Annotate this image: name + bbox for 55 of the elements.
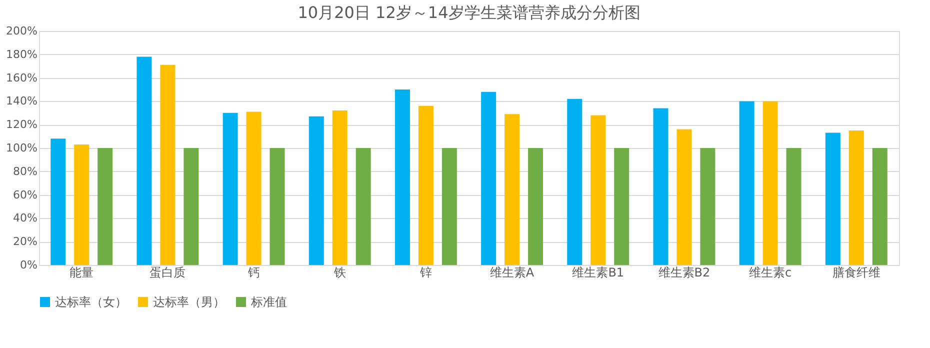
bar [222,112,238,265]
bar [504,114,520,265]
x-tick-label: 维生素B1 [572,266,624,280]
y-tick-label: 120% [6,118,38,132]
bar [872,148,888,265]
legend-label: 达标率（女） [55,295,127,309]
bar [614,148,630,265]
x-tick-label: 维生素c [748,266,792,280]
bar [184,148,199,265]
bar [825,132,840,265]
x-tick-label: 维生素B2 [658,266,710,280]
bar [653,108,668,265]
bar [481,92,496,265]
x-tick-label: 铁 [332,266,346,280]
bar [676,129,692,265]
bar [739,101,754,265]
y-tick-label: 0% [20,258,38,272]
bar [700,148,716,265]
x-tick-label: 维生素A [490,266,535,280]
x-tick-label: 锌 [418,266,432,280]
bar [246,112,262,265]
x-tick-label: 钙 [246,266,260,280]
chart-title: 10月20日 12岁～14岁学生菜谱营养成分分析图 [298,3,640,22]
bar [356,148,371,265]
bar [394,90,410,265]
y-tick-label: 60% [13,188,38,202]
x-tick-label: 蛋白质 [150,266,186,280]
bar [332,110,348,265]
bar [762,101,778,265]
bar [136,56,152,265]
bar [160,64,176,265]
bar [567,98,582,265]
bar [848,130,864,265]
x-tick-label: 膳食纤维 [832,266,880,280]
bar [442,148,457,265]
bar [270,148,285,265]
bar [98,148,113,265]
x-tick-label: 能量 [70,266,94,280]
y-tick-label: 80% [13,164,38,178]
y-tick-label: 160% [6,71,38,84]
bar [50,138,66,265]
legend-label: 标准值 [250,295,287,309]
y-tick-label: 20% [13,235,38,248]
y-tick-label: 140% [6,94,38,108]
y-tick-label: 200% [6,24,38,38]
bar [308,116,324,265]
bar [590,115,606,265]
bar [418,106,434,265]
y-tick-label: 180% [6,48,38,61]
bar [74,144,90,265]
bar [528,148,544,265]
y-tick-label: 40% [13,212,38,225]
y-tick-label: 100% [6,142,38,154]
bar [786,148,802,265]
legend-label: 达标率（男） [153,295,225,309]
